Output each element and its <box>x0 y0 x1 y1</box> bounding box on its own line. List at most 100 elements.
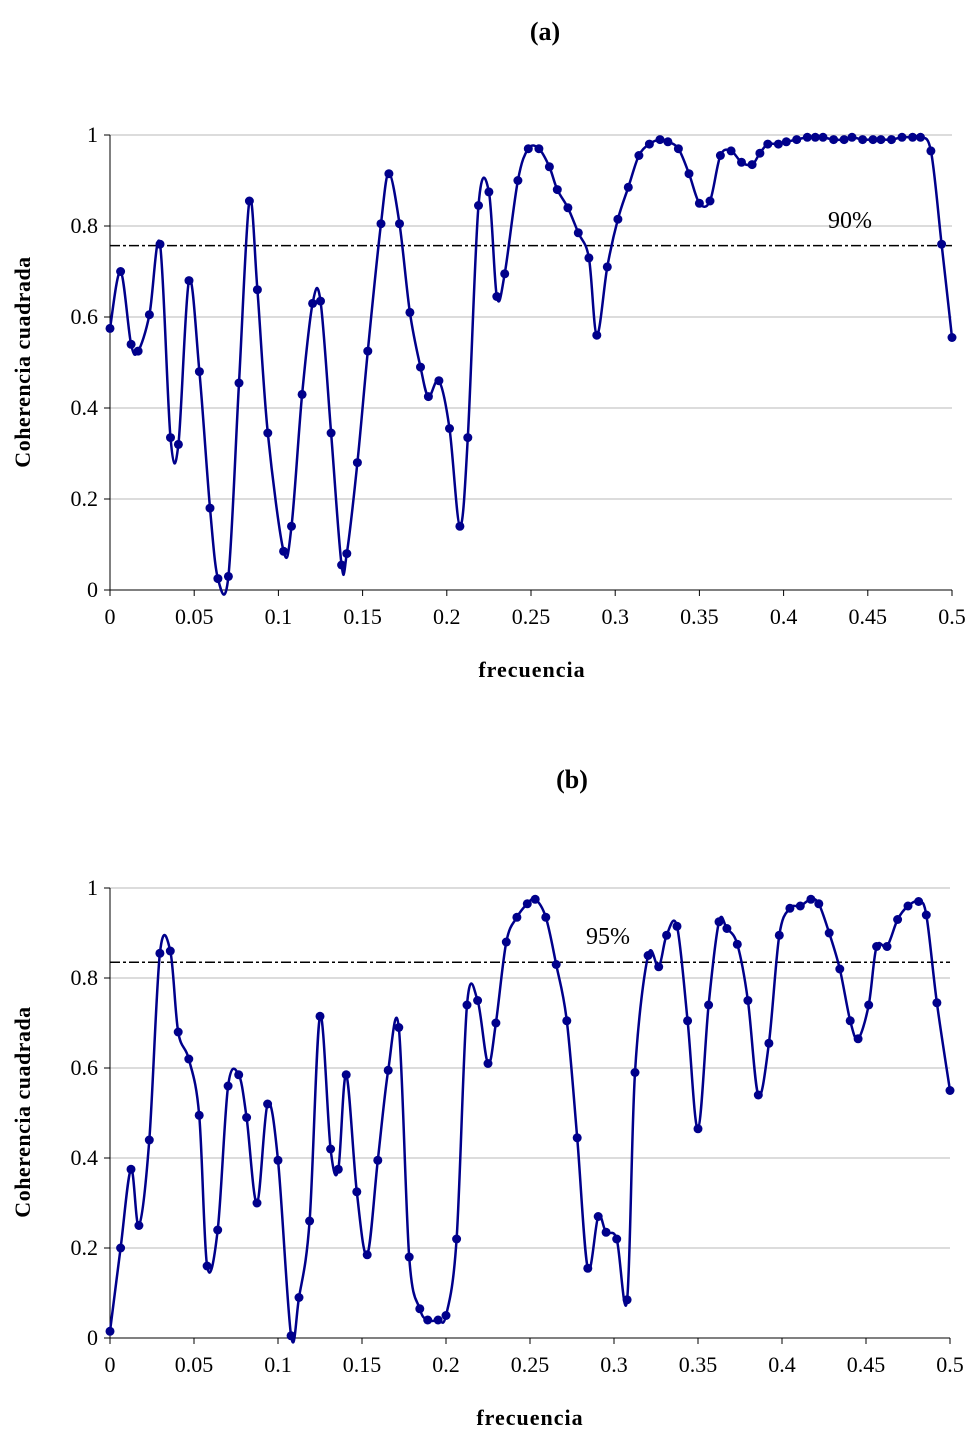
x-tick-label: 0.25 <box>511 1352 550 1377</box>
data-point <box>921 910 931 920</box>
data-point <box>835 964 845 974</box>
data-point <box>305 1216 315 1226</box>
data-point <box>845 1016 855 1026</box>
data-point <box>202 1261 212 1271</box>
data-point <box>126 339 136 349</box>
data-point <box>213 574 223 584</box>
data-point <box>263 1099 273 1109</box>
data-point <box>714 917 724 927</box>
data-point <box>704 1000 714 1010</box>
data-point <box>522 899 532 909</box>
y-tick-label: 0.4 <box>71 1145 99 1170</box>
panel-a-y-axis-label: Coherencia cuadrada <box>10 256 35 467</box>
data-point <box>573 228 583 238</box>
data-point <box>166 433 175 443</box>
data-point <box>824 928 834 938</box>
x-tick-label: 0.15 <box>343 604 382 629</box>
y-tick-label: 0 <box>87 577 98 602</box>
chart-panel-a: (a) 0 0.2 0.4 0.6 0.8 1 0 0.05 0.1 0.15 0.2 0.25 0.… <box>10 17 966 682</box>
data-point <box>252 285 262 295</box>
data-point <box>384 169 394 179</box>
x-tick-label: 0 <box>105 1352 116 1377</box>
x-tick-label: 0.35 <box>680 604 719 629</box>
data-point <box>882 942 892 951</box>
panel-a-points <box>105 132 957 584</box>
data-point <box>602 262 612 272</box>
data-point <box>853 1034 863 1044</box>
data-point <box>683 1016 693 1026</box>
panel-b-series-line <box>108 897 952 1344</box>
data-point <box>715 151 725 160</box>
data-point <box>116 1243 126 1253</box>
data-point <box>383 1065 393 1075</box>
y-tick-label: 0.6 <box>71 304 99 329</box>
data-point <box>773 139 783 149</box>
data-point <box>213 1225 223 1235</box>
data-point <box>223 1081 233 1091</box>
data-point <box>308 298 318 308</box>
data-point <box>694 198 704 208</box>
data-point <box>244 196 254 206</box>
panel-b-y-ticks: 0 0.2 0.4 0.6 0.8 1 <box>71 875 110 1350</box>
data-point <box>279 546 289 556</box>
data-point <box>593 1212 603 1221</box>
data-point <box>126 1164 136 1174</box>
data-point <box>105 1326 115 1336</box>
data-point <box>644 139 654 149</box>
data-point <box>534 144 544 154</box>
data-point <box>654 962 664 972</box>
data-point <box>684 169 694 179</box>
data-point <box>234 1070 244 1080</box>
y-tick-label: 0 <box>87 1325 98 1350</box>
y-tick-label: 0.8 <box>71 965 99 990</box>
data-point <box>705 196 715 206</box>
data-point <box>452 1234 462 1244</box>
data-point <box>433 1315 443 1325</box>
data-point <box>584 253 594 263</box>
data-point <box>806 894 816 904</box>
data-point <box>693 1124 703 1134</box>
data-point <box>415 1304 425 1314</box>
chart-panel-b: (b) 0 0.2 0.4 0.6 0.8 1 0 0.05 0.1 0.15 0.2 0.25 0.… <box>10 765 964 1430</box>
data-point <box>173 1027 183 1037</box>
panel-b-title: (b) <box>556 765 588 794</box>
data-point <box>858 135 868 145</box>
data-point <box>785 903 795 913</box>
data-point <box>286 1331 296 1341</box>
data-point <box>352 458 362 468</box>
x-tick-label: 0.3 <box>601 604 629 629</box>
data-point <box>434 376 444 386</box>
data-point <box>134 1221 144 1230</box>
data-point <box>781 137 791 147</box>
y-tick-label: 1 <box>87 122 98 147</box>
data-point <box>622 1295 632 1305</box>
data-point <box>484 187 494 197</box>
data-point <box>613 214 623 224</box>
data-point <box>165 946 175 956</box>
data-point <box>916 132 925 142</box>
data-point <box>473 996 483 1005</box>
data-point <box>864 1000 874 1010</box>
data-point <box>634 151 644 160</box>
data-point <box>829 135 839 145</box>
data-point <box>572 1133 582 1143</box>
panel-b-threshold-label: 95% <box>586 924 630 950</box>
data-point <box>872 942 882 951</box>
x-tick-label: 0.05 <box>175 604 214 629</box>
data-point <box>887 135 896 145</box>
x-tick-label: 0.35 <box>679 1352 718 1377</box>
panel-b-x-axis-label: frecuencia <box>476 1405 583 1430</box>
data-point <box>455 521 465 531</box>
data-point <box>500 269 510 279</box>
x-tick-label: 0.2 <box>433 604 461 629</box>
x-tick-label: 0.2 <box>432 1352 460 1377</box>
data-point <box>630 1068 640 1077</box>
data-point <box>316 296 325 306</box>
data-point <box>337 560 347 570</box>
data-point <box>655 135 665 145</box>
data-point <box>184 1054 194 1064</box>
data-point <box>155 948 165 958</box>
y-tick-label: 0.8 <box>71 213 99 238</box>
data-point <box>802 132 812 142</box>
